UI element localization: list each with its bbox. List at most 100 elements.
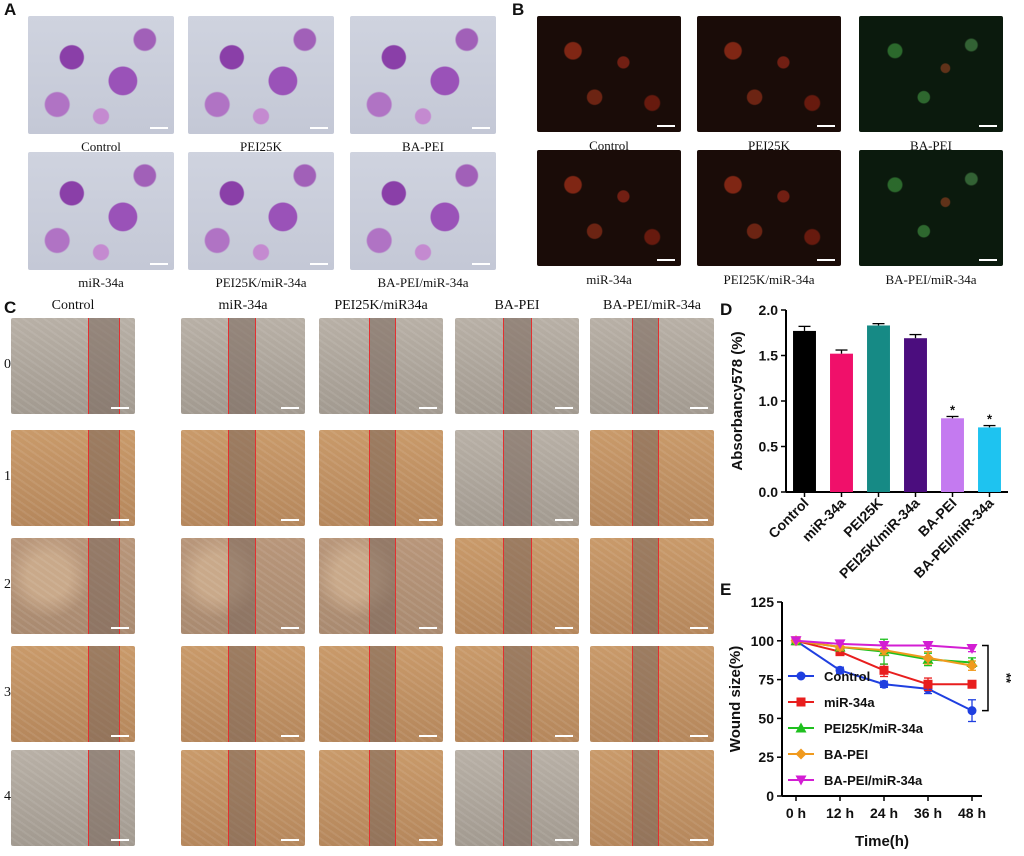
legend-marker xyxy=(796,697,806,707)
scale-bar xyxy=(310,263,328,265)
wound-gap-outline xyxy=(88,538,120,634)
wound-micrograph xyxy=(319,430,443,526)
wound-micrograph xyxy=(590,430,714,526)
panel-a-caption: miR-34a xyxy=(78,275,124,290)
wound-gap-outline xyxy=(88,318,120,414)
wound-gap-outline xyxy=(88,430,120,526)
bar xyxy=(867,325,890,492)
scale-bar xyxy=(817,125,835,127)
fluorescence-micrograph xyxy=(859,16,1003,132)
giemsa-micrograph xyxy=(188,152,334,270)
scale-bar xyxy=(555,519,573,521)
scale-bar xyxy=(690,407,708,409)
panel-c-column-title: PEI25K/miR34a xyxy=(334,298,428,313)
legend-label: miR-34a xyxy=(824,695,875,710)
giemsa-micrograph xyxy=(350,152,496,270)
bar xyxy=(941,418,964,492)
panel-c-column-title: BA-PEI/miR-34a xyxy=(603,298,701,313)
bar xyxy=(793,330,816,492)
legend-label: Control xyxy=(824,669,870,684)
wound-gap-outline xyxy=(503,538,532,634)
wound-micrograph xyxy=(11,318,135,414)
bar xyxy=(904,338,927,492)
data-point xyxy=(878,640,890,651)
wound-gap-outline xyxy=(503,646,532,742)
panel-c-column-title: BA-PEI xyxy=(494,298,540,313)
scale-bar xyxy=(111,735,129,737)
wound-gap-outline xyxy=(228,318,256,414)
giemsa-micrograph xyxy=(188,16,334,134)
wound-gap-outline xyxy=(503,430,532,526)
wound-gap-outline xyxy=(228,430,256,526)
panel-b-label: B xyxy=(512,0,525,19)
panel-c-column-title: Control xyxy=(51,298,95,313)
x-tick-label: 24 h xyxy=(870,805,898,821)
scale-bar xyxy=(817,259,835,261)
wound-gap-outline xyxy=(88,646,120,742)
panel-a-caption: BA-PEI xyxy=(402,139,444,154)
wound-micrograph xyxy=(11,646,135,742)
wound-micrograph xyxy=(11,430,135,526)
scale-bar xyxy=(419,735,437,737)
y-tick-label: 50 xyxy=(758,710,774,726)
panel-b-caption: PEI25K xyxy=(748,138,790,153)
wound-gap-outline xyxy=(632,538,659,634)
wound-micrograph xyxy=(455,750,579,846)
y-tick-label: 0 xyxy=(766,788,774,804)
fluorescence-micrograph xyxy=(859,150,1003,266)
fluorescence-micrograph xyxy=(537,16,681,132)
wound-micrograph xyxy=(319,538,443,634)
scale-bar xyxy=(281,519,299,521)
wound-micrograph xyxy=(181,318,305,414)
data-point xyxy=(922,640,934,651)
wound-gap-outline xyxy=(632,646,659,742)
x-tick-label: 36 h xyxy=(914,805,942,821)
panel-c-label: C xyxy=(4,298,17,317)
data-point xyxy=(879,665,889,675)
y-tick-label: 1.5 xyxy=(759,348,779,364)
wound-micrograph xyxy=(455,318,579,414)
panel-e-line-chart: 0 25 50 75 100 125 0 h 12 h 24 h 36 h 48 h Time(h) W… xyxy=(727,594,1014,850)
y-axis-label: Absorbancy578 (%) xyxy=(729,331,746,470)
bar xyxy=(830,353,853,492)
panel-a-caption: PEI25K xyxy=(240,139,282,154)
data-point xyxy=(879,679,889,689)
panel-a-caption: PEI25K/miR-34a xyxy=(215,275,307,290)
fluorescence-micrograph xyxy=(697,16,841,132)
wound-micrograph xyxy=(11,538,135,634)
panel-a-label: A xyxy=(4,0,17,19)
wound-gap-outline xyxy=(503,318,532,414)
scale-bar xyxy=(111,627,129,629)
y-tick-label: 75 xyxy=(758,672,774,688)
scale-bar xyxy=(657,259,675,261)
giemsa-micrograph xyxy=(28,152,174,270)
wound-micrograph xyxy=(590,538,714,634)
wound-gap-outline xyxy=(369,538,396,634)
scale-bar xyxy=(310,127,328,129)
scale-bar xyxy=(281,627,299,629)
wound-micrograph xyxy=(590,318,714,414)
panel-b-caption: miR-34a xyxy=(586,272,632,287)
scale-bar xyxy=(690,735,708,737)
wound-micrograph xyxy=(455,646,579,742)
panel-b-caption: Control xyxy=(589,138,629,153)
wound-micrograph xyxy=(455,430,579,526)
scale-bar xyxy=(111,407,129,409)
wound-micrograph xyxy=(590,750,714,846)
scale-bar xyxy=(111,519,129,521)
fluorescence-micrograph xyxy=(697,150,841,266)
y-tick-label: 0.5 xyxy=(759,439,779,455)
scale-bar xyxy=(472,127,490,129)
scale-bar xyxy=(150,263,168,265)
y-tick-label: 1.0 xyxy=(759,393,779,409)
scale-bar xyxy=(690,627,708,629)
scale-bar xyxy=(690,519,708,521)
data-point xyxy=(966,644,978,655)
panel-d-label: D xyxy=(720,300,733,319)
scale-bar xyxy=(419,519,437,521)
y-axis-label: Wound size(%) xyxy=(727,646,744,752)
legend-label: PEI25K/miR-34a xyxy=(824,721,924,736)
scale-bar xyxy=(472,263,490,265)
scale-bar xyxy=(979,125,997,127)
